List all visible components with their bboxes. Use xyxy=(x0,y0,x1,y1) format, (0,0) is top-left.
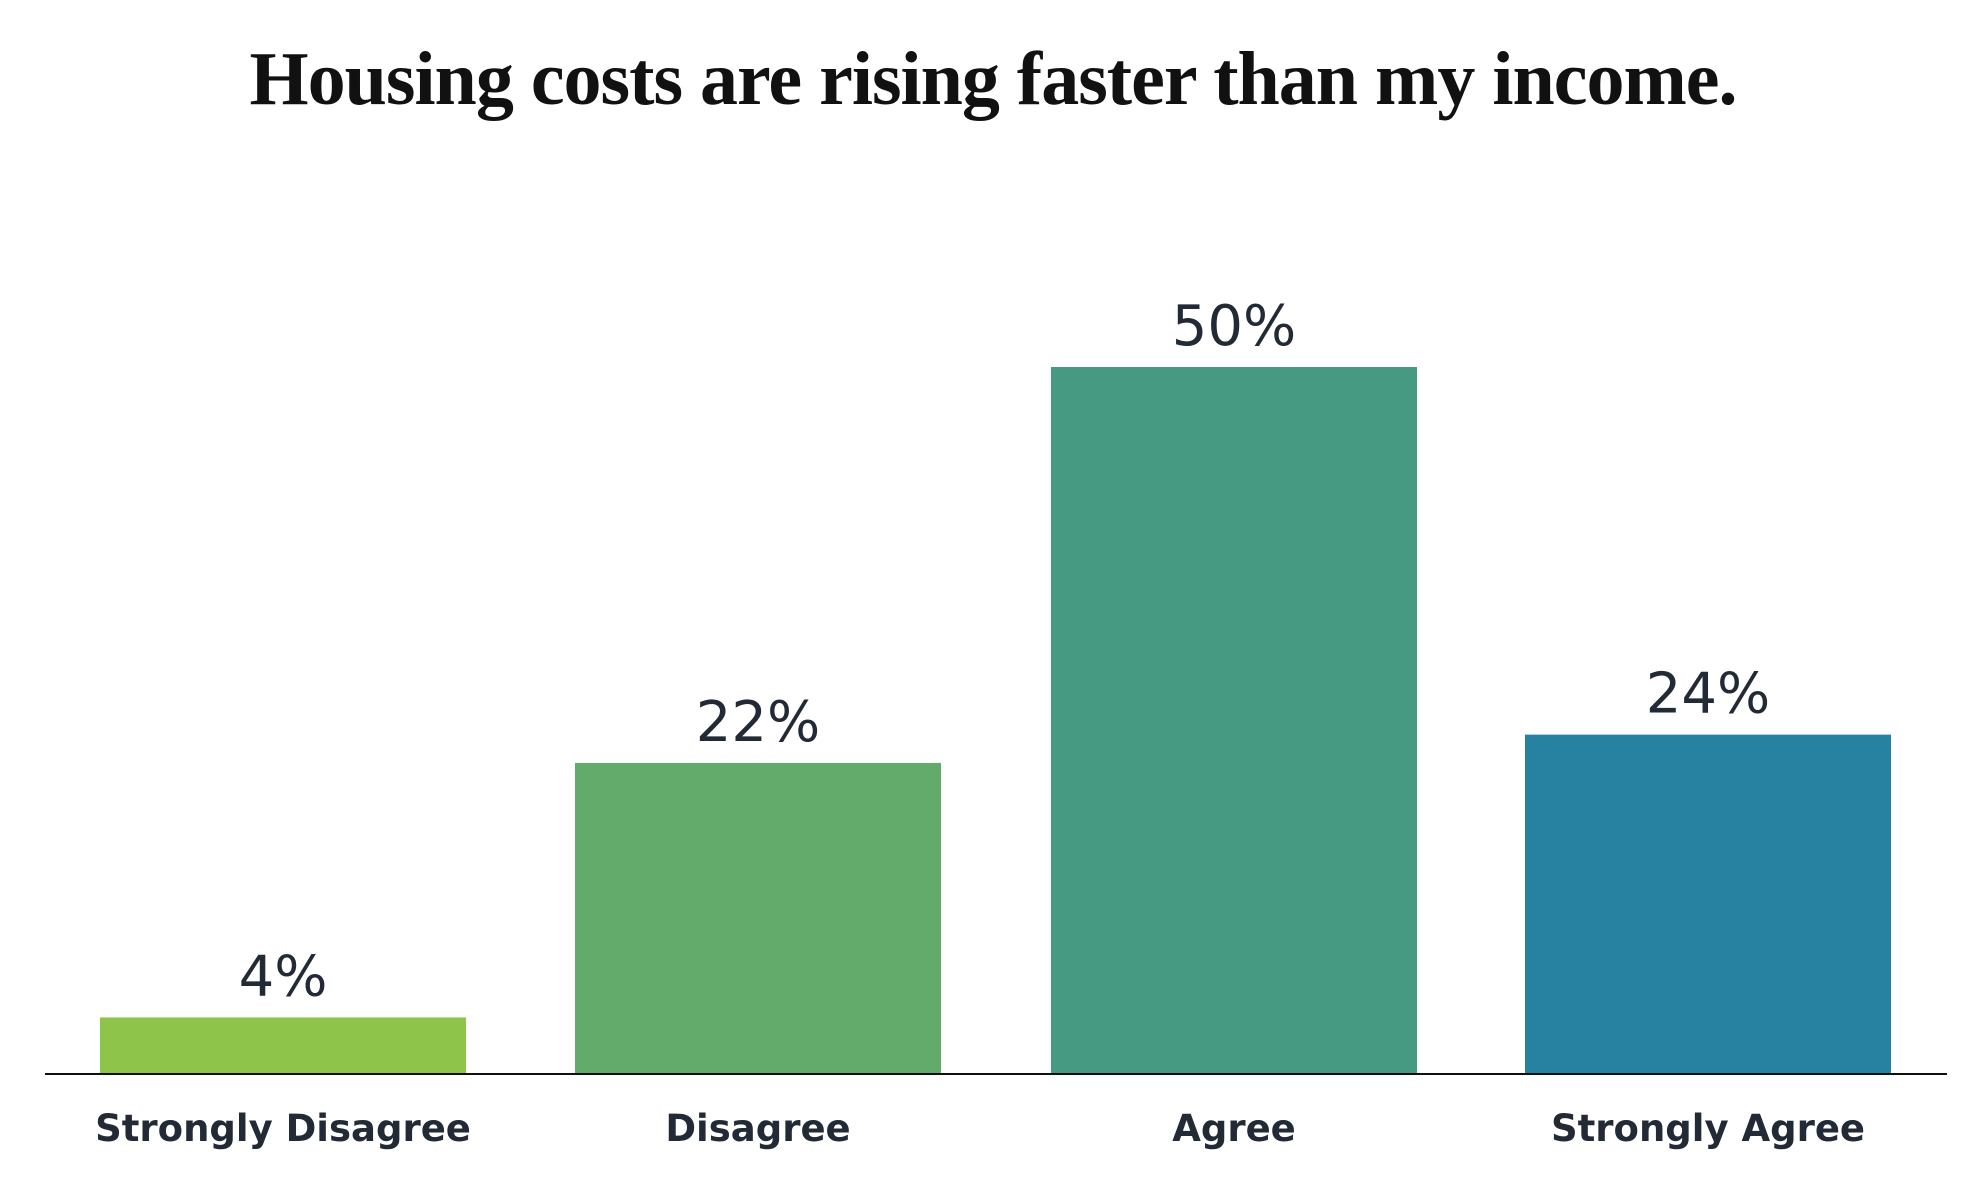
x-tick-label: Disagree xyxy=(665,1107,850,1150)
bar xyxy=(1525,734,1891,1074)
bar xyxy=(100,1017,466,1074)
value-label: 22% xyxy=(696,690,820,755)
bar xyxy=(1051,367,1417,1074)
value-label: 4% xyxy=(239,944,328,1009)
value-label: 50% xyxy=(1172,294,1296,359)
bar xyxy=(575,762,941,1074)
x-tick-label: Strongly Disagree xyxy=(95,1107,471,1150)
x-tick-label: Agree xyxy=(1172,1107,1296,1150)
x-tick-label: Strongly Agree xyxy=(1551,1107,1865,1150)
chart-title: Housing costs are rising faster than my … xyxy=(249,37,1736,121)
value-label: 24% xyxy=(1646,662,1770,727)
